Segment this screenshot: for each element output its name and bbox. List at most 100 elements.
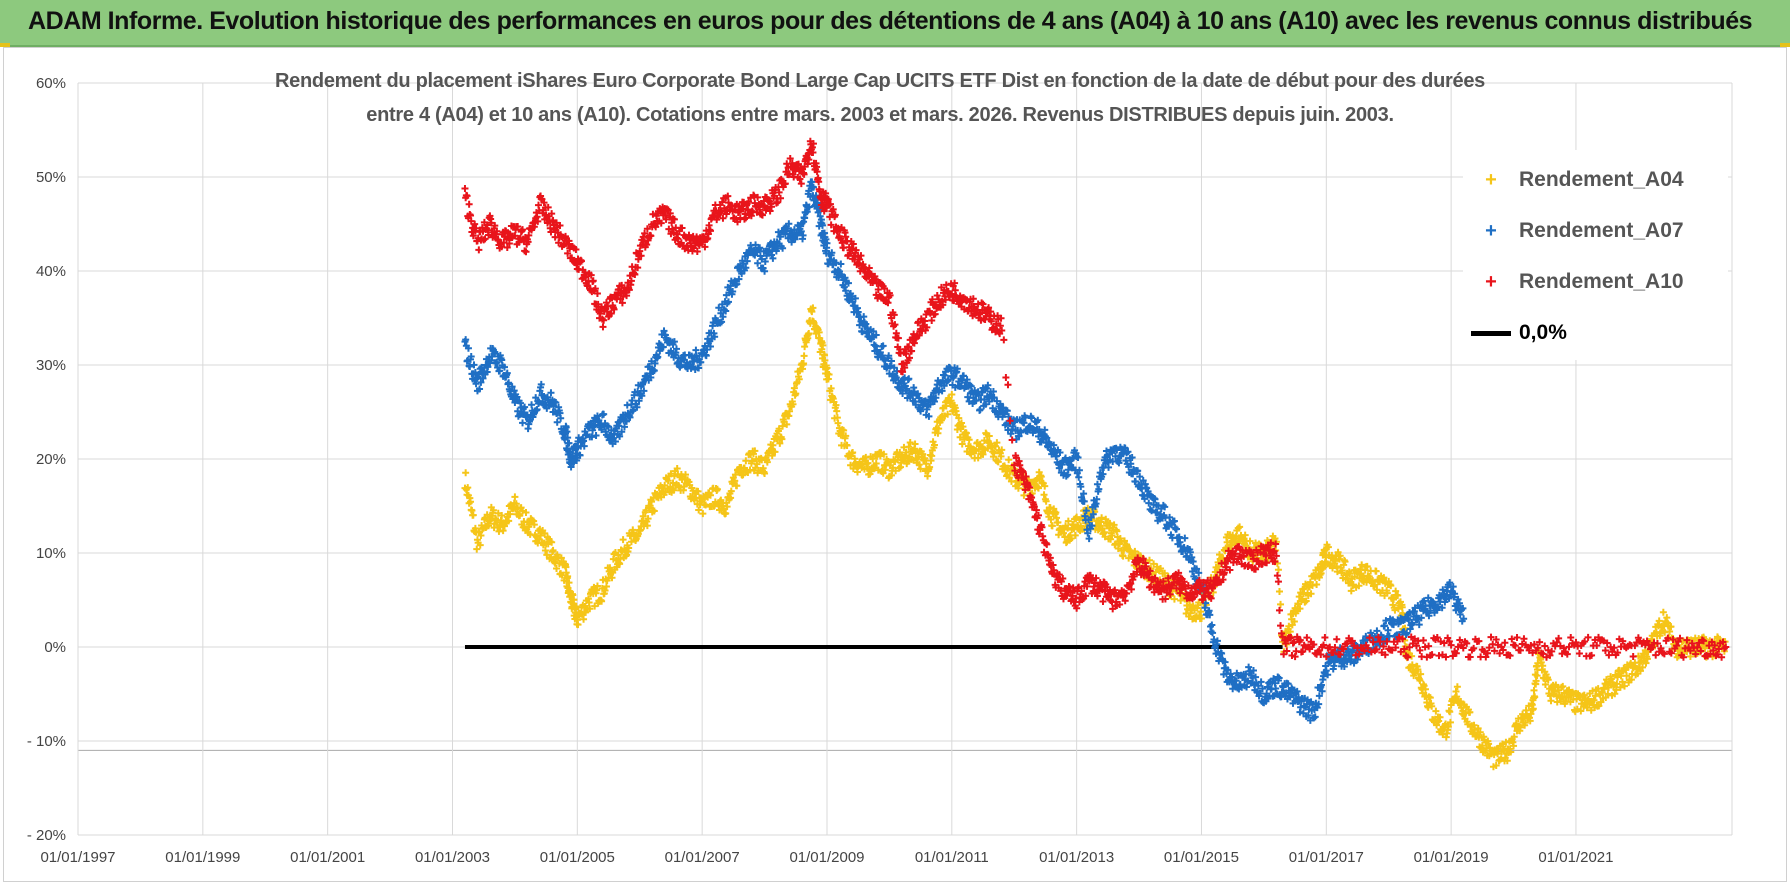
data-point xyxy=(553,418,561,426)
data-point xyxy=(1358,561,1366,569)
data-point xyxy=(1676,634,1684,642)
data-point xyxy=(1584,633,1592,641)
data-point xyxy=(1575,650,1583,658)
data-point xyxy=(475,246,483,254)
data-point xyxy=(1073,604,1081,612)
data-point xyxy=(505,517,513,525)
data-point xyxy=(1456,636,1464,644)
data-point xyxy=(987,317,995,325)
data-point xyxy=(1506,652,1514,660)
data-point xyxy=(1092,574,1100,582)
data-point xyxy=(591,285,599,293)
data-point xyxy=(768,452,776,460)
data-point xyxy=(1436,713,1444,721)
data-point xyxy=(656,347,664,355)
data-point xyxy=(489,506,497,514)
data-point xyxy=(627,538,635,546)
data-point xyxy=(1208,621,1216,629)
data-point xyxy=(544,203,552,211)
data-point xyxy=(818,345,826,353)
data-point xyxy=(739,205,747,213)
data-point xyxy=(1417,670,1425,678)
data-point xyxy=(1541,680,1549,688)
data-point xyxy=(1020,491,1028,499)
data-point xyxy=(695,364,703,372)
data-point xyxy=(998,326,1006,334)
data-point xyxy=(1530,686,1538,694)
data-point xyxy=(1393,637,1401,645)
data-point xyxy=(491,348,499,356)
data-point xyxy=(841,274,849,282)
data-point xyxy=(1531,693,1539,701)
data-point xyxy=(890,311,898,319)
data-point xyxy=(719,214,727,222)
data-point xyxy=(648,498,656,506)
data-point xyxy=(1432,707,1440,715)
data-point xyxy=(1474,724,1482,732)
data-point xyxy=(1648,643,1656,651)
data-point xyxy=(908,347,916,355)
data-point xyxy=(1116,601,1124,609)
data-point xyxy=(471,220,479,228)
data-point xyxy=(1341,558,1349,566)
data-point xyxy=(1110,521,1118,529)
data-point xyxy=(558,571,566,579)
data-point xyxy=(1611,690,1619,698)
data-point xyxy=(1588,651,1596,659)
corner-mark-left xyxy=(0,43,10,47)
data-point xyxy=(1273,572,1281,580)
data-point xyxy=(616,555,624,563)
data-point xyxy=(1016,461,1024,469)
data-point xyxy=(628,397,636,405)
data-point xyxy=(691,496,699,504)
data-point xyxy=(851,294,859,302)
data-point xyxy=(643,241,651,249)
data-point xyxy=(1709,646,1717,654)
data-point xyxy=(979,300,987,308)
y-tick-label: - 20% xyxy=(27,827,66,844)
data-point xyxy=(849,240,857,248)
data-point xyxy=(935,425,943,433)
data-point xyxy=(752,241,760,249)
data-point xyxy=(1130,572,1138,580)
data-point xyxy=(718,198,726,206)
data-point xyxy=(965,436,973,444)
data-point xyxy=(1128,454,1136,462)
data-point xyxy=(1444,723,1452,731)
data-point xyxy=(473,545,481,553)
data-point xyxy=(1435,717,1443,725)
data-point xyxy=(1355,582,1363,590)
data-point xyxy=(1351,573,1359,581)
data-point xyxy=(670,215,678,223)
data-point xyxy=(723,503,731,511)
data-point xyxy=(1527,642,1535,650)
legend-label: 0,0% xyxy=(1519,321,1567,344)
data-point xyxy=(781,180,789,188)
data-point xyxy=(1318,687,1326,695)
y-tick-label: 40% xyxy=(36,263,66,280)
data-point xyxy=(610,305,618,313)
data-point xyxy=(1278,629,1286,637)
data-point xyxy=(461,185,469,193)
data-point xyxy=(1064,524,1072,532)
data-point xyxy=(891,321,899,329)
data-point xyxy=(1484,649,1492,657)
data-point xyxy=(467,352,475,360)
data-point xyxy=(857,252,865,260)
data-point xyxy=(880,450,888,458)
data-point xyxy=(930,397,938,405)
data-point xyxy=(1612,686,1620,694)
data-point xyxy=(1445,594,1453,602)
data-point xyxy=(852,246,860,254)
data-point xyxy=(1067,535,1075,543)
data-point xyxy=(795,375,803,383)
data-point xyxy=(1322,667,1330,675)
data-point xyxy=(1232,677,1240,685)
data-point xyxy=(751,447,759,455)
data-point xyxy=(915,461,923,469)
data-point xyxy=(987,308,995,316)
data-point xyxy=(840,283,848,291)
data-point xyxy=(831,211,839,219)
data-point xyxy=(990,393,998,401)
data-point xyxy=(1499,646,1507,654)
